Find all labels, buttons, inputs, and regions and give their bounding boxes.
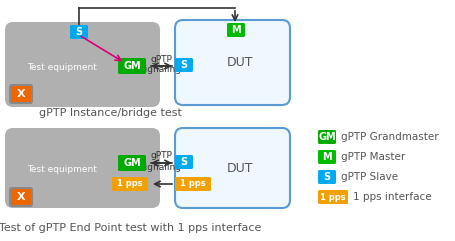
Text: DUT: DUT: [227, 161, 253, 174]
FancyBboxPatch shape: [112, 177, 148, 191]
FancyBboxPatch shape: [318, 170, 336, 184]
FancyBboxPatch shape: [227, 23, 245, 37]
Text: S: S: [181, 60, 187, 70]
FancyBboxPatch shape: [70, 25, 88, 39]
Text: GM: GM: [123, 158, 141, 168]
Text: gPTP Master: gPTP Master: [341, 152, 405, 162]
FancyBboxPatch shape: [118, 155, 146, 171]
Text: 1 pps interface: 1 pps interface: [353, 192, 432, 202]
Text: Test equipment: Test equipment: [27, 62, 97, 72]
Text: gPTP Slave: gPTP Slave: [341, 172, 398, 182]
Text: DUT: DUT: [227, 55, 253, 68]
Text: Test equipment: Test equipment: [27, 166, 97, 174]
FancyBboxPatch shape: [318, 150, 336, 164]
Text: gPTP Instance/bridge test: gPTP Instance/bridge test: [39, 108, 182, 118]
Text: signaling: signaling: [141, 162, 182, 172]
Text: S: S: [76, 27, 82, 37]
Text: GM: GM: [318, 132, 336, 142]
Text: X: X: [17, 89, 25, 99]
Text: gPTP: gPTP: [150, 152, 172, 161]
Text: Test of gPTP End Point test with 1 pps interface: Test of gPTP End Point test with 1 pps i…: [0, 223, 261, 233]
Text: gPTP Grandmaster: gPTP Grandmaster: [341, 132, 439, 142]
FancyBboxPatch shape: [10, 85, 32, 103]
FancyBboxPatch shape: [175, 155, 193, 169]
FancyBboxPatch shape: [175, 177, 211, 191]
Text: gPTP: gPTP: [150, 54, 172, 63]
FancyBboxPatch shape: [5, 128, 160, 208]
Text: S: S: [324, 172, 331, 182]
Text: 1 pps: 1 pps: [117, 180, 143, 188]
FancyBboxPatch shape: [175, 58, 193, 72]
Text: M: M: [231, 25, 241, 35]
FancyBboxPatch shape: [118, 58, 146, 74]
FancyBboxPatch shape: [175, 128, 290, 208]
Text: GM: GM: [123, 61, 141, 71]
FancyBboxPatch shape: [5, 22, 160, 107]
FancyBboxPatch shape: [10, 188, 32, 206]
Text: S: S: [181, 157, 187, 167]
Text: M: M: [322, 152, 332, 162]
Text: 1 pps: 1 pps: [320, 193, 346, 201]
FancyBboxPatch shape: [175, 20, 290, 105]
Text: 1 pps: 1 pps: [180, 180, 206, 188]
Text: X: X: [17, 192, 25, 202]
Text: signaling: signaling: [141, 65, 182, 74]
FancyBboxPatch shape: [318, 130, 336, 144]
FancyBboxPatch shape: [318, 190, 348, 204]
